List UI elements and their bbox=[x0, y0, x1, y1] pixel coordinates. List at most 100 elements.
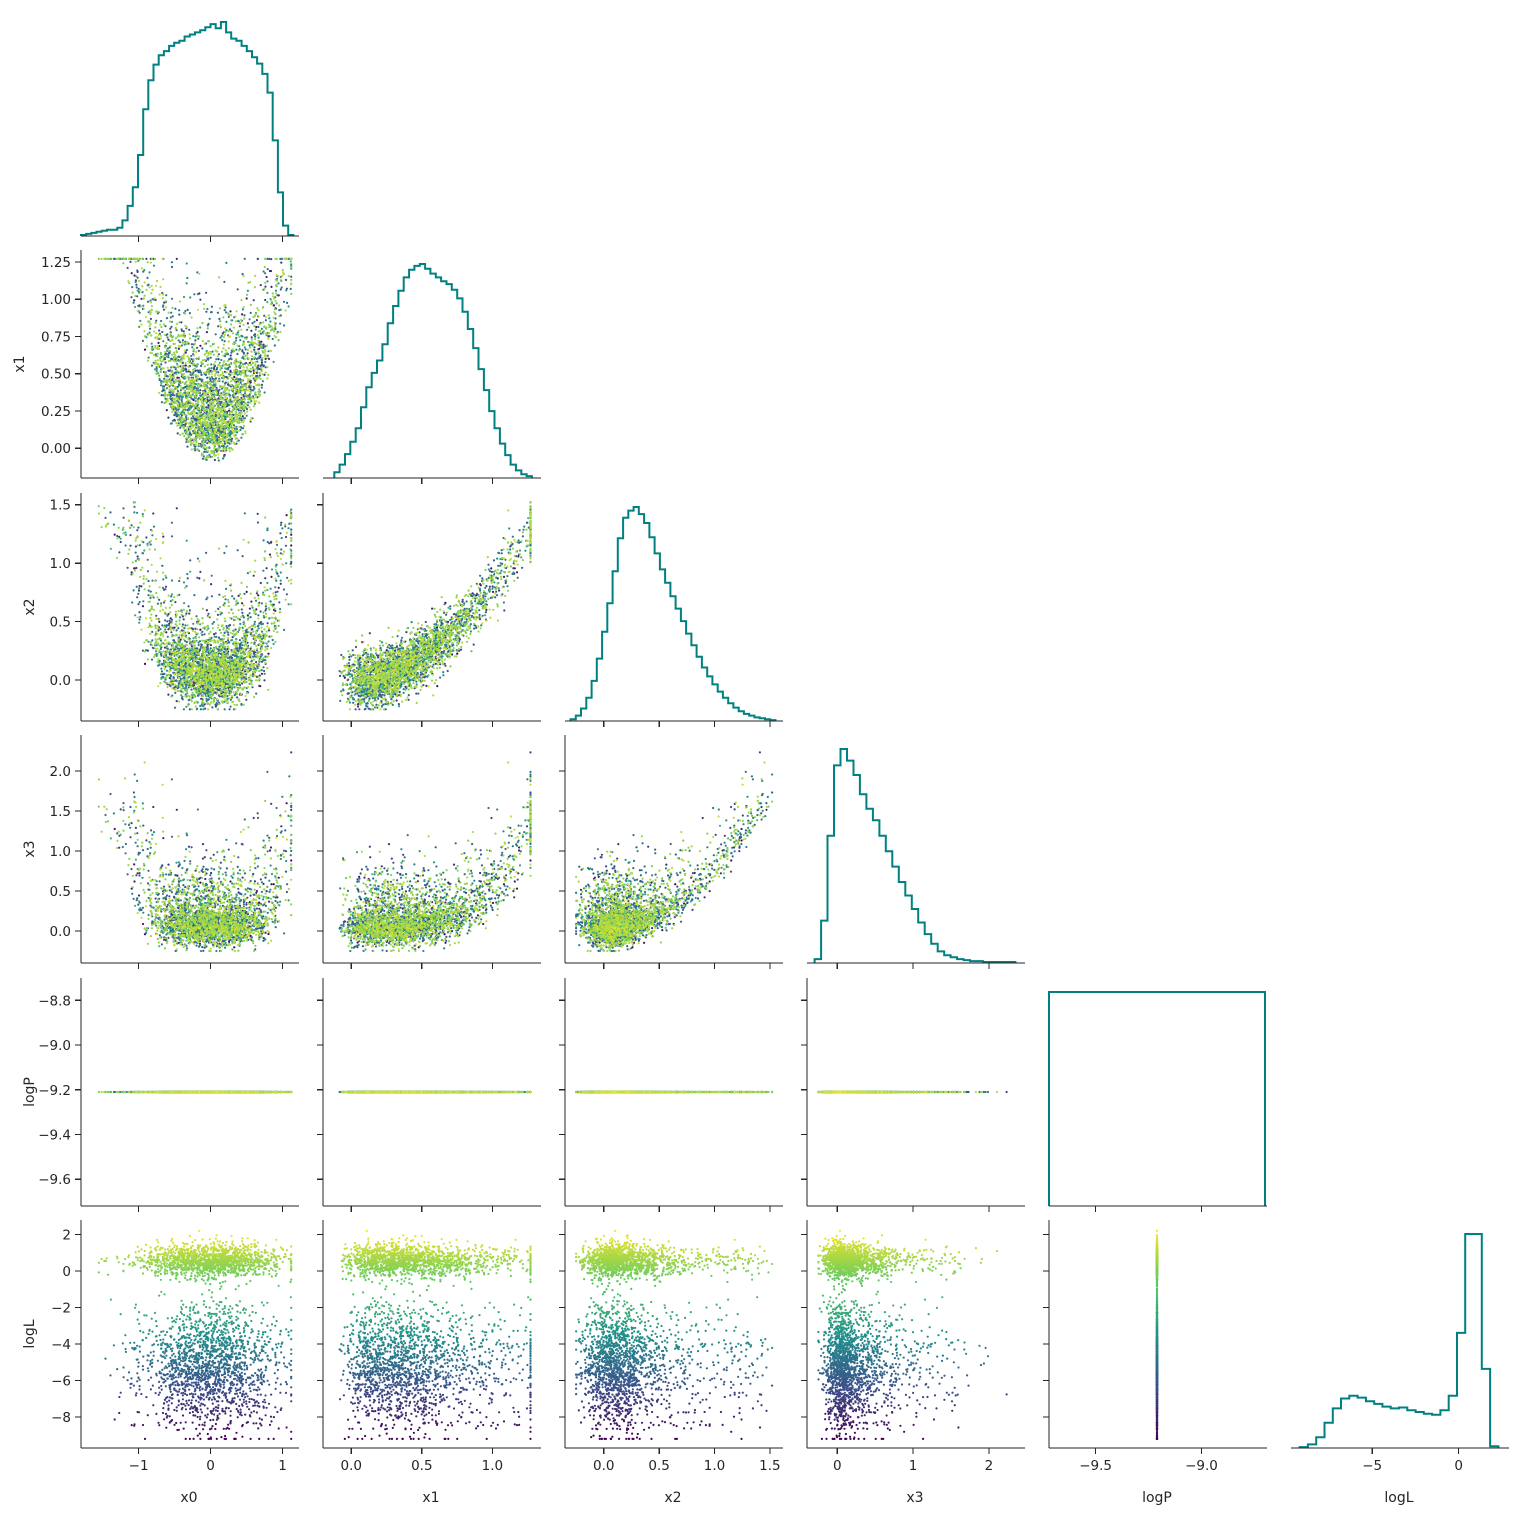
point bbox=[201, 340, 204, 343]
point bbox=[166, 366, 169, 369]
point bbox=[195, 377, 198, 380]
point bbox=[188, 333, 191, 336]
point bbox=[229, 447, 233, 450]
point bbox=[220, 350, 223, 353]
point bbox=[290, 292, 293, 295]
point bbox=[248, 361, 251, 364]
point bbox=[164, 300, 167, 303]
point bbox=[194, 400, 197, 403]
point bbox=[234, 416, 237, 419]
point bbox=[116, 534, 119, 538]
point bbox=[212, 369, 215, 372]
point bbox=[233, 597, 236, 600]
point bbox=[183, 677, 186, 680]
point bbox=[227, 340, 230, 343]
point bbox=[184, 364, 187, 367]
point bbox=[233, 373, 236, 376]
point bbox=[264, 357, 267, 360]
point bbox=[226, 353, 229, 356]
point bbox=[232, 326, 235, 329]
point bbox=[160, 670, 163, 673]
point bbox=[179, 341, 182, 344]
point bbox=[230, 372, 233, 375]
point bbox=[227, 364, 230, 367]
point bbox=[280, 548, 283, 551]
point bbox=[175, 257, 178, 260]
point bbox=[160, 367, 164, 370]
point bbox=[180, 397, 183, 400]
point bbox=[207, 358, 210, 361]
point bbox=[194, 395, 197, 398]
point bbox=[172, 639, 175, 642]
point bbox=[257, 364, 260, 367]
point bbox=[210, 636, 213, 640]
point bbox=[211, 451, 214, 454]
point bbox=[143, 335, 147, 338]
point bbox=[173, 405, 176, 408]
hist-x0 bbox=[80, 21, 295, 236]
point bbox=[234, 382, 237, 385]
point bbox=[191, 403, 194, 406]
point bbox=[242, 406, 245, 410]
point bbox=[224, 367, 227, 370]
point bbox=[163, 672, 166, 676]
point bbox=[202, 409, 205, 412]
point bbox=[233, 434, 236, 437]
point bbox=[162, 535, 165, 538]
point bbox=[163, 646, 166, 649]
point bbox=[139, 615, 142, 619]
point bbox=[262, 614, 265, 618]
point bbox=[263, 391, 266, 394]
point bbox=[279, 278, 282, 281]
point bbox=[285, 257, 288, 260]
point bbox=[266, 645, 269, 648]
point bbox=[186, 434, 189, 437]
point bbox=[176, 424, 179, 427]
point bbox=[190, 383, 193, 386]
point bbox=[231, 448, 234, 451]
point bbox=[109, 547, 112, 550]
point bbox=[226, 392, 230, 395]
point bbox=[230, 402, 233, 405]
point bbox=[179, 638, 182, 641]
point bbox=[210, 697, 213, 700]
point bbox=[262, 332, 265, 335]
point bbox=[183, 409, 186, 412]
point bbox=[221, 449, 224, 453]
point bbox=[203, 423, 206, 426]
point bbox=[156, 359, 159, 362]
point bbox=[185, 343, 188, 346]
point bbox=[267, 373, 270, 376]
point bbox=[262, 343, 265, 346]
point bbox=[225, 261, 228, 264]
point bbox=[134, 275, 137, 278]
point bbox=[266, 529, 269, 532]
point bbox=[225, 441, 228, 444]
point bbox=[200, 429, 203, 432]
point bbox=[188, 328, 191, 331]
point bbox=[218, 628, 221, 632]
point bbox=[179, 391, 182, 394]
point bbox=[280, 536, 283, 540]
point bbox=[231, 636, 234, 639]
point bbox=[256, 512, 259, 516]
point bbox=[187, 399, 190, 402]
point bbox=[214, 393, 218, 397]
point bbox=[225, 414, 229, 417]
point bbox=[136, 260, 139, 263]
point bbox=[222, 386, 225, 389]
point bbox=[270, 258, 273, 261]
point bbox=[177, 636, 180, 639]
point bbox=[151, 639, 154, 642]
point bbox=[122, 257, 125, 260]
point bbox=[152, 512, 155, 515]
point bbox=[206, 435, 209, 438]
point bbox=[109, 511, 112, 514]
point bbox=[165, 625, 168, 628]
point bbox=[266, 356, 269, 359]
point bbox=[269, 600, 272, 603]
point bbox=[282, 588, 286, 591]
point bbox=[253, 620, 256, 623]
point bbox=[223, 426, 226, 429]
point bbox=[222, 331, 225, 334]
